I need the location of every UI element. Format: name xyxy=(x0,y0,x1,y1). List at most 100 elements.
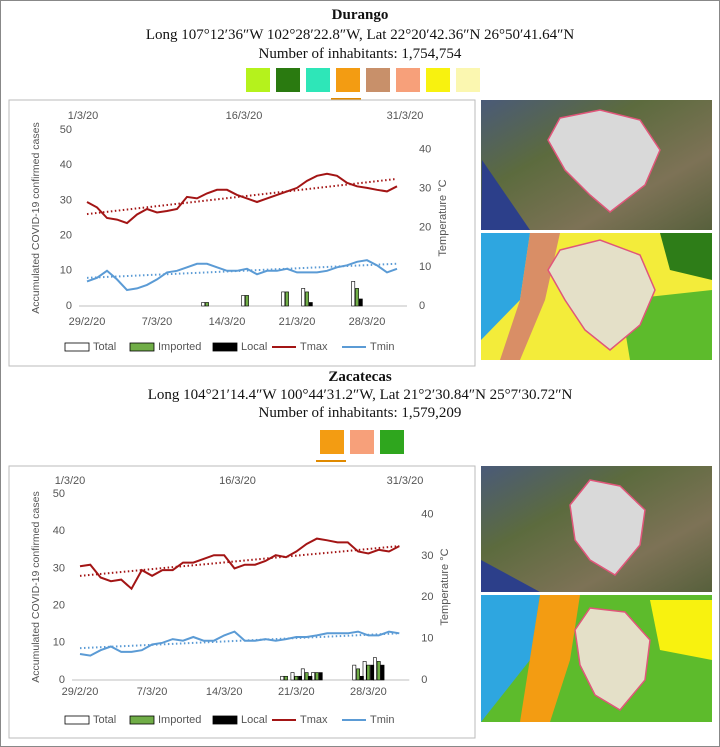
x-tick-label: 14/3/20 xyxy=(209,316,246,328)
y2-tick-label: 30 xyxy=(421,550,433,562)
bar xyxy=(359,675,364,681)
legend-label: Tmax xyxy=(300,714,328,726)
legend-label: Imported xyxy=(158,714,201,726)
y-axis-title: Accumulated COVID-19 confirmed cases xyxy=(30,491,42,682)
x2-tick-label: 1/3/20 xyxy=(55,475,86,487)
x-tick-label: 7/3/20 xyxy=(142,316,173,328)
x2-tick-label: 16/3/20 xyxy=(219,475,256,487)
y-axis-title: Accumulated COVID-19 confirmed cases xyxy=(30,122,42,313)
y-tick-label: 30 xyxy=(53,562,65,574)
ocean xyxy=(481,595,540,722)
ocean xyxy=(481,160,530,230)
y-tick-label: 0 xyxy=(66,300,72,312)
x2-tick-label: 1/3/20 xyxy=(68,110,99,122)
y-tick-label: 20 xyxy=(60,230,72,242)
soil-map xyxy=(481,233,712,360)
line xyxy=(86,259,398,292)
y2-tick-label: 10 xyxy=(421,633,433,645)
legend-label: Tmin xyxy=(370,341,394,353)
legend-swatch xyxy=(64,715,90,725)
bar xyxy=(376,661,381,681)
bar xyxy=(294,675,299,681)
bar xyxy=(380,664,385,681)
bar xyxy=(366,664,371,681)
legend-label: Tmax xyxy=(300,341,328,353)
x-tick-label: 14/3/20 xyxy=(206,686,243,698)
y-tick-label: 30 xyxy=(60,194,72,206)
inhabitants: Number of inhabitants: 1,579,209 xyxy=(259,405,462,421)
bar xyxy=(352,664,357,681)
y-tick-label: 0 xyxy=(59,674,65,686)
ocean xyxy=(481,560,540,592)
region-title: Zacatecas xyxy=(328,369,391,385)
trendline xyxy=(79,632,400,650)
swatch xyxy=(366,68,390,92)
coordinates: Long 104°21′14.4″W 100°44′31.2″W, Lat 21… xyxy=(148,387,573,403)
y-tick-label: 10 xyxy=(53,637,65,649)
swatch xyxy=(350,430,374,454)
y2-tick-label: 40 xyxy=(421,509,433,521)
map-legend xyxy=(316,430,404,462)
bar xyxy=(298,675,303,681)
x-tick-label: 21/3/20 xyxy=(279,316,316,328)
bar xyxy=(304,672,309,681)
bar xyxy=(280,675,285,681)
x-tick-label: 29/2/20 xyxy=(62,686,99,698)
bar xyxy=(318,672,323,681)
coordinates: Long 107°12′36″W 102°28′22.8″W, Lat 22°2… xyxy=(146,27,575,43)
y2-tick-label: 10 xyxy=(419,261,431,273)
bar xyxy=(356,668,361,681)
swatch xyxy=(456,68,480,92)
legend-swatch xyxy=(212,715,238,725)
bar xyxy=(362,661,367,681)
bar xyxy=(308,675,313,681)
y-tick-label: 10 xyxy=(60,265,72,277)
zone xyxy=(500,233,560,360)
y-tick-label: 40 xyxy=(60,159,72,171)
legend-label: Total xyxy=(93,714,116,726)
state-outline xyxy=(547,109,661,213)
bar xyxy=(358,298,363,307)
bar xyxy=(305,291,309,307)
bar xyxy=(355,288,359,307)
x2-tick-label: 31/3/20 xyxy=(387,475,424,487)
bar xyxy=(205,302,209,307)
y-tick-label: 40 xyxy=(53,525,65,537)
x2-tick-label: 31/3/20 xyxy=(387,110,424,122)
line xyxy=(79,537,400,591)
bar xyxy=(285,291,289,307)
swatch xyxy=(276,68,300,92)
bar xyxy=(301,288,306,307)
bar xyxy=(300,668,305,681)
trendline xyxy=(79,545,400,577)
legend-label: Local xyxy=(241,341,267,353)
swatch xyxy=(396,68,420,92)
legend-label: Total xyxy=(93,341,116,353)
chart-box xyxy=(8,99,476,367)
bar xyxy=(314,672,319,681)
legend-swatch xyxy=(64,342,90,352)
zone xyxy=(650,600,712,660)
swatch xyxy=(320,430,344,454)
swatch xyxy=(426,68,450,92)
bar xyxy=(245,295,249,307)
bar xyxy=(281,291,286,307)
legend-swatch xyxy=(212,342,238,352)
x-tick-label: 7/3/20 xyxy=(137,686,168,698)
x-tick-label: 28/3/20 xyxy=(349,316,386,328)
swatch xyxy=(306,68,330,92)
swatch xyxy=(336,68,360,92)
chart: 0 10 20 30 40 50 0 10 20 30 40 Accumulated COVID-19… xyxy=(8,465,476,739)
bar xyxy=(290,672,295,681)
x-tick-label: 28/3/20 xyxy=(350,686,387,698)
y-tick-label: 50 xyxy=(53,488,65,500)
y2-tick-label: 20 xyxy=(421,591,433,603)
y-tick-label: 20 xyxy=(53,600,65,612)
x-tick-label: 21/3/20 xyxy=(278,686,315,698)
inhabitants: Number of inhabitants: 1,754,754 xyxy=(259,46,462,62)
y-tick-label: 50 xyxy=(60,124,72,136)
satellite-map xyxy=(481,100,712,230)
y2-tick-label: 40 xyxy=(419,143,431,155)
bar xyxy=(370,664,375,681)
